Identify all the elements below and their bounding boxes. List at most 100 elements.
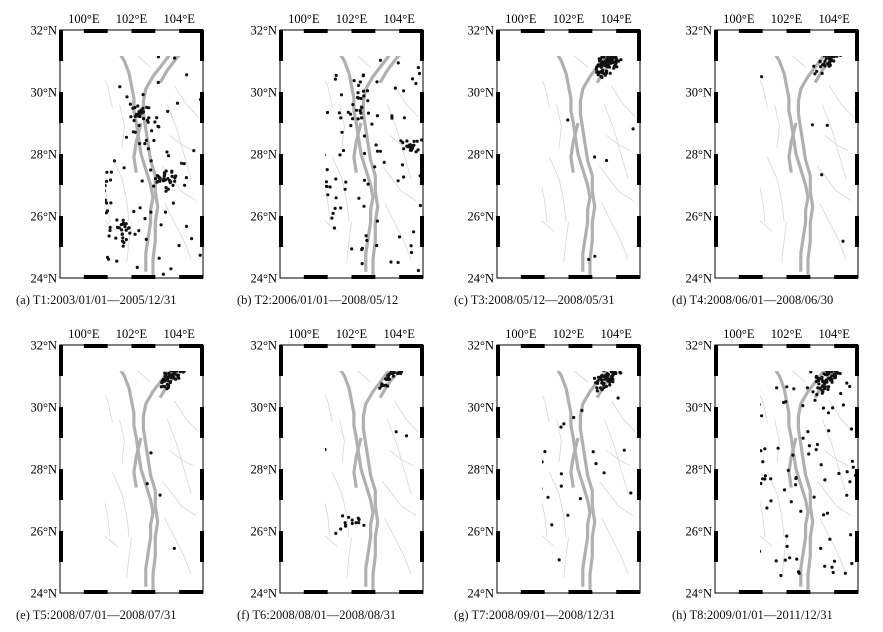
frame-scale-bar xyxy=(303,344,328,348)
longitude-tick-label: 100°E xyxy=(505,12,537,26)
earthquake-event-dot xyxy=(410,146,414,150)
earthquake-event-dot xyxy=(145,482,149,486)
earthquake-event-dot xyxy=(626,34,629,37)
earthquake-event-dot xyxy=(620,362,623,365)
minor-fault-line xyxy=(382,166,417,201)
earthquake-event-dot xyxy=(88,187,91,190)
earthquake-event-dot xyxy=(615,360,618,363)
earthquake-event-dot xyxy=(832,56,836,59)
earthquake-event-dot xyxy=(616,59,620,63)
major-fault-line xyxy=(132,122,143,173)
major-fault-line xyxy=(339,56,375,272)
earthquake-event-dot xyxy=(406,359,409,362)
earthquake-event-dot xyxy=(320,81,323,84)
frame-scale-bar xyxy=(714,345,718,376)
earthquake-event-dot xyxy=(186,354,189,357)
earthquake-event-dot xyxy=(396,260,400,265)
latitude-tick-label: 30°N xyxy=(250,86,277,100)
earthquake-event-dot xyxy=(376,42,379,45)
earthquake-event-dot xyxy=(358,80,362,84)
earthquake-event-dot xyxy=(408,357,411,360)
minor-fault-line xyxy=(760,220,773,232)
latitude-tick-label: 26°N xyxy=(467,525,494,539)
earthquake-event-dot xyxy=(752,430,755,433)
earthquake-event-dot xyxy=(827,362,830,365)
earthquake-event-dot xyxy=(835,52,838,55)
earthquake-event-dot xyxy=(287,67,290,70)
earthquake-event-dot xyxy=(633,352,636,355)
earthquake-event-dot xyxy=(96,219,99,222)
earthquake-event-dot xyxy=(177,368,180,371)
earthquake-event-dot xyxy=(93,221,96,224)
earthquake-event-dot xyxy=(619,58,623,62)
earthquake-event-dot xyxy=(170,376,174,380)
longitude-tick-label: 100°E xyxy=(68,12,100,26)
minor-fault-line xyxy=(394,400,419,433)
earthquake-event-dot xyxy=(396,371,400,375)
earthquake-event-dot xyxy=(542,487,543,490)
minor-fault-line xyxy=(137,371,151,383)
frame-scale-bar xyxy=(59,531,63,562)
earthquake-event-dot xyxy=(599,62,603,66)
earthquake-event-dot xyxy=(110,36,113,39)
earthquake-event-dot xyxy=(184,224,189,228)
earthquake-event-dot xyxy=(623,362,626,365)
earthquake-event-dot xyxy=(83,221,86,224)
earthquake-event-dot xyxy=(373,165,377,169)
earthquake-event-dot xyxy=(537,493,540,496)
earthquake-event-dot xyxy=(360,116,364,120)
earthquake-event-dot xyxy=(834,49,837,52)
earthquake-event-dot xyxy=(115,218,119,222)
frame-scale-bar xyxy=(637,407,641,438)
earthquake-event-dot xyxy=(738,461,741,464)
earthquake-event-dot xyxy=(408,148,412,152)
frame-scale-bar xyxy=(420,216,424,247)
earthquake-event-dot xyxy=(749,420,752,423)
earthquake-event-dot xyxy=(341,514,345,518)
earthquake-event-dot xyxy=(411,349,414,352)
earthquake-event-dot xyxy=(396,179,400,183)
minor-fault-line xyxy=(549,156,567,223)
earthquake-event-dot xyxy=(779,573,783,578)
earthquake-event-dot xyxy=(98,212,101,215)
earthquake-event-dot xyxy=(184,361,187,364)
earthquake-event-dot xyxy=(626,33,629,36)
earthquake-event-dot xyxy=(828,63,832,67)
earthquake-event-dot xyxy=(632,41,635,44)
frame-scale-bar xyxy=(59,30,63,61)
earthquake-event-dot xyxy=(604,376,608,380)
earthquake-event-dot xyxy=(100,173,103,176)
earthquake-event-dot xyxy=(394,364,397,367)
earthquake-event-dot xyxy=(96,216,99,219)
earthquake-event-dot xyxy=(90,204,93,207)
earthquake-event-dot xyxy=(622,42,625,45)
earthquake-event-dot xyxy=(629,361,632,364)
minor-fault-line xyxy=(502,426,521,460)
earthquake-event-dot xyxy=(542,460,544,464)
earthquake-event-dot xyxy=(591,450,595,454)
minor-fault-line xyxy=(169,135,194,152)
earthquake-event-dot xyxy=(616,362,619,365)
major-fault-line xyxy=(361,56,391,192)
earthquake-event-dot xyxy=(838,366,841,369)
frame-scale-bar xyxy=(83,344,108,348)
earthquake-event-dot xyxy=(841,355,844,358)
earthquake-event-dot xyxy=(827,429,831,433)
earthquake-event-dot xyxy=(741,363,744,366)
major-fault-line xyxy=(352,437,363,488)
earthquake-event-dot xyxy=(845,36,848,39)
earthquake-event-dot xyxy=(136,104,140,108)
major-fault-line xyxy=(151,190,160,275)
earthquake-event-dot xyxy=(765,506,769,510)
earthquake-event-dot xyxy=(629,491,633,495)
earthquake-event-dot xyxy=(852,351,855,354)
earthquake-event-dot xyxy=(814,379,818,384)
earthquake-event-dot xyxy=(417,71,422,76)
earthquake-event-dot xyxy=(827,53,830,56)
earthquake-event-dot xyxy=(815,69,819,73)
frame-scale-bar xyxy=(131,275,156,279)
earthquake-event-dot xyxy=(616,42,619,45)
latitude-tick-label: 28°N xyxy=(30,148,57,162)
earthquake-event-dot xyxy=(78,123,81,126)
earthquake-event-dot xyxy=(312,239,315,242)
